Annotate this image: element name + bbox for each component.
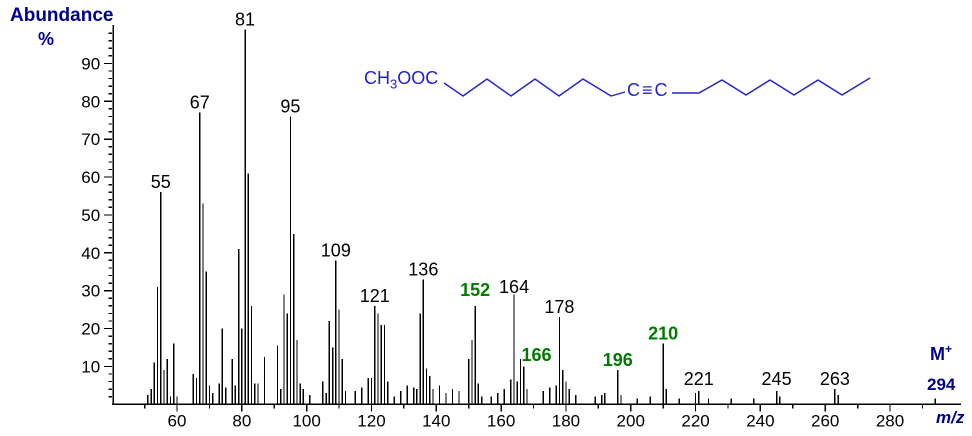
structure-ester-label: CH3OOC	[364, 68, 438, 92]
peak-label-196: 196	[603, 350, 633, 370]
svg-text:40: 40	[81, 244, 100, 263]
svg-text:200: 200	[617, 411, 645, 430]
svg-text:90: 90	[81, 54, 100, 73]
structure-ester-prefix: CH	[364, 68, 390, 88]
peak-label-55: 55	[151, 172, 171, 192]
svg-text:60: 60	[168, 411, 187, 430]
svg-text:80: 80	[232, 411, 251, 430]
peak-label-67: 67	[190, 93, 210, 113]
peak-label-136: 136	[408, 259, 438, 279]
y-axis-title: Abundance	[10, 5, 114, 26]
peak-label-263: 263	[820, 369, 850, 389]
svg-text:30: 30	[81, 282, 100, 301]
svg-text:240: 240	[746, 411, 774, 430]
peak-label-166: 166	[522, 345, 552, 365]
x-axis-title: m/z	[936, 408, 965, 427]
svg-text:70: 70	[81, 130, 100, 149]
svg-text:260: 260	[811, 411, 839, 430]
svg-text:280: 280	[876, 411, 904, 430]
peak-label-95: 95	[280, 96, 300, 116]
molecular-ion-charge: +	[945, 342, 953, 356]
structure-ester-suffix: OOC	[397, 68, 439, 88]
peak-label-221: 221	[684, 369, 714, 389]
svg-text:50: 50	[81, 206, 100, 225]
peak-label-178: 178	[544, 297, 574, 317]
svg-text:80: 80	[81, 92, 100, 111]
svg-text:20: 20	[81, 320, 100, 339]
svg-text:60: 60	[81, 168, 100, 187]
svg-text:100: 100	[292, 411, 320, 430]
peak-label-121: 121	[360, 286, 390, 306]
peak-label-109: 109	[321, 240, 351, 260]
peak-label-152: 152	[460, 280, 490, 300]
peak-label-164: 164	[499, 277, 529, 297]
structure-bond-chain-left	[443, 78, 626, 97]
peak-label-81: 81	[235, 9, 255, 29]
molecular-ion-label: M+	[930, 342, 952, 365]
peak-label-210: 210	[648, 324, 678, 344]
svg-text:180: 180	[552, 411, 580, 430]
svg-text:220: 220	[681, 411, 709, 430]
peak-label-245: 245	[762, 369, 792, 389]
y-axis-unit-label: %	[38, 29, 55, 49]
structure-ester-subscript: 3	[390, 76, 398, 92]
svg-text:160: 160	[487, 411, 515, 430]
molecular-ion-mass: 294	[927, 375, 956, 394]
molecular-ion-symbol: M	[930, 344, 945, 364]
svg-text:120: 120	[357, 411, 385, 430]
structure-alkyne-label: C≡C	[627, 80, 670, 100]
svg-text:10: 10	[81, 357, 100, 376]
structure-bond-chain-right	[672, 77, 871, 96]
svg-text:140: 140	[422, 411, 450, 430]
